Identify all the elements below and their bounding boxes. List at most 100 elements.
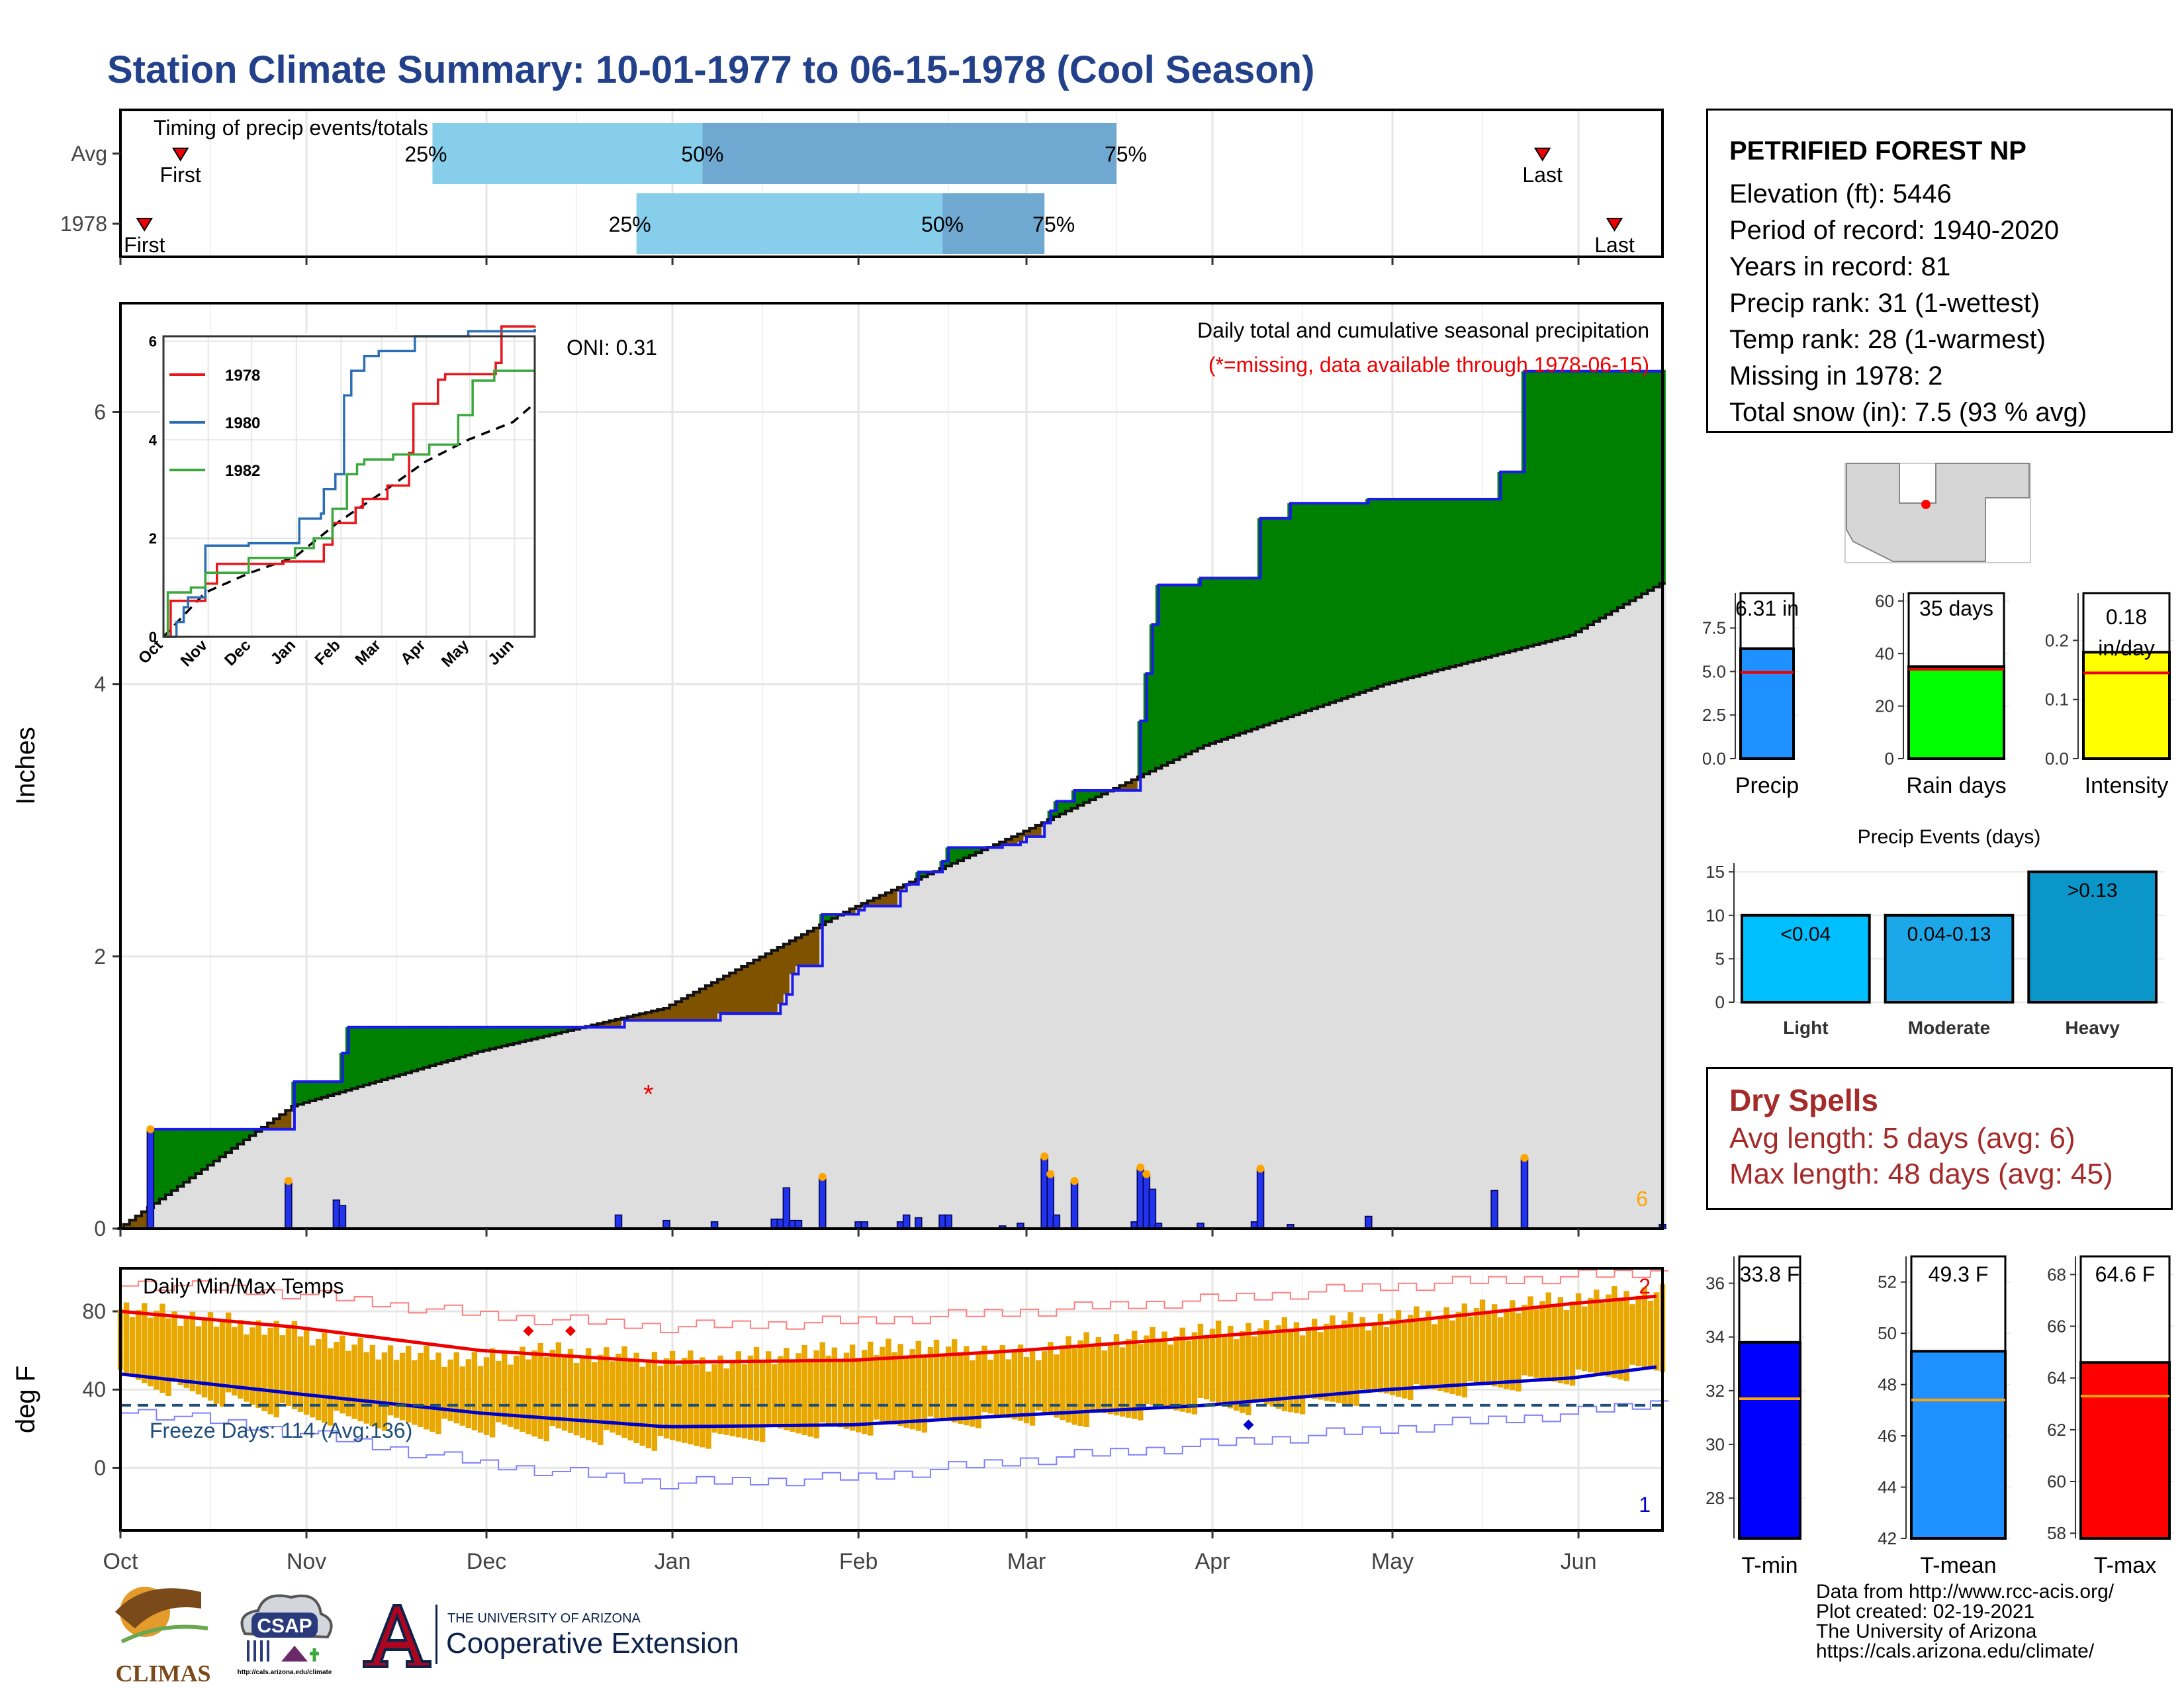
above-average-area bbox=[1089, 790, 1096, 800]
daily-temp-bar bbox=[1359, 1317, 1365, 1389]
inset-x-tick-label: Dec bbox=[221, 636, 254, 669]
daily-temp-bar bbox=[328, 1348, 334, 1426]
daily-temp-bar bbox=[1479, 1299, 1486, 1384]
avg-cumulative-area bbox=[843, 914, 850, 1229]
daily-temp-bar bbox=[669, 1350, 676, 1440]
daily-precip-bar bbox=[1052, 1214, 1061, 1229]
inset-series-line bbox=[163, 369, 535, 638]
temp-total-category-label: T-min bbox=[1742, 1553, 1798, 1578]
precip-frame bbox=[119, 302, 1664, 1230]
daily-temp-bar bbox=[1371, 1322, 1378, 1392]
daily-temp-bar bbox=[435, 1352, 441, 1434]
precip-total-value-unit: in/day bbox=[2098, 636, 2154, 660]
avg-cumulative-area bbox=[1215, 741, 1222, 1229]
avg-cumulative-area bbox=[933, 872, 940, 1229]
x-month-label: Jan bbox=[655, 1549, 691, 1574]
above-average-area bbox=[1455, 499, 1462, 665]
events-bar-label: <0.04 bbox=[1780, 923, 1831, 945]
temp-panel: 0 40 80 Daily Min/Max Temps Freeze Days: 114… bbox=[11, 1267, 1669, 1574]
avg-cumulative-area bbox=[609, 1027, 616, 1229]
inset-y-tick-label: 2 bbox=[149, 530, 157, 547]
daily-temp-bar bbox=[334, 1342, 340, 1411]
above-average-area bbox=[1251, 578, 1258, 729]
avg-cumulative-area bbox=[291, 1105, 298, 1229]
page-title: Station Climate Summary: 10-01-1977 to 0… bbox=[107, 48, 1315, 91]
daily-temp-bar bbox=[1641, 1287, 1648, 1368]
above-average-area bbox=[351, 1027, 358, 1089]
last-event-label: Last bbox=[1594, 233, 1635, 257]
avg-cumulative-area bbox=[1623, 604, 1630, 1229]
avg-cumulative-area bbox=[747, 1013, 754, 1229]
daily-temp-bar bbox=[1077, 1340, 1083, 1427]
precip-total-category-label: Precip bbox=[1735, 773, 1799, 798]
temp-total-y-tick-label: 58 bbox=[2047, 1523, 2066, 1543]
daily-temp-bar bbox=[543, 1357, 549, 1442]
daily-temp-bar bbox=[1581, 1306, 1588, 1372]
daily-temp-bar bbox=[195, 1326, 202, 1395]
above-average-area bbox=[435, 1027, 442, 1064]
avg-cumulative-area bbox=[1611, 611, 1618, 1229]
precip-total-y-tick-label: 20 bbox=[1875, 696, 1894, 716]
daily-temp-bar bbox=[561, 1356, 568, 1431]
above-average-area bbox=[471, 1027, 478, 1054]
avg-cumulative-area bbox=[1287, 716, 1294, 1229]
avg-cumulative-area bbox=[711, 1020, 718, 1229]
daily-temp-bar bbox=[285, 1328, 292, 1407]
avg-cumulative-area bbox=[723, 1013, 730, 1229]
daily-temp-bar bbox=[796, 1353, 801, 1434]
daily-temp-bar bbox=[1461, 1303, 1468, 1398]
below-average-area bbox=[849, 908, 856, 915]
precip-total-bar bbox=[1739, 647, 1795, 761]
above-average-area bbox=[549, 1027, 556, 1035]
footer-notes: Data from http://www.rcc-acis.org/ Plot … bbox=[1816, 1582, 2114, 1662]
daily-temp-bar bbox=[970, 1360, 976, 1427]
daily-temp-bar bbox=[1437, 1315, 1443, 1391]
daily-temp-bar bbox=[340, 1335, 345, 1414]
above-average-area bbox=[1275, 518, 1282, 722]
daily-temp-bar bbox=[1185, 1340, 1191, 1413]
avg-cumulative-area bbox=[315, 1099, 322, 1229]
daily-temp-bar bbox=[483, 1357, 490, 1435]
avg-cumulative-area bbox=[1425, 673, 1432, 1229]
inset-frame bbox=[162, 335, 536, 638]
avg-cumulative-area bbox=[1335, 700, 1342, 1229]
above-average-area bbox=[951, 847, 958, 864]
below-average-area bbox=[681, 998, 688, 1021]
below-average-area bbox=[897, 887, 904, 892]
above-average-area bbox=[225, 1129, 232, 1153]
daily-temp-bar bbox=[1443, 1307, 1449, 1393]
above-average-area bbox=[1353, 503, 1360, 695]
avg-cumulative-area bbox=[681, 1020, 688, 1229]
above-average-area bbox=[153, 1129, 160, 1203]
daily-temp-bar bbox=[303, 1330, 310, 1415]
avg-cumulative-area bbox=[1101, 794, 1108, 1229]
below-average-area bbox=[741, 966, 748, 1014]
above-average-area bbox=[1545, 371, 1552, 642]
avg-cumulative-area bbox=[981, 850, 988, 1229]
avg-cumulative-area bbox=[675, 1020, 682, 1229]
daily-temp-bar bbox=[1054, 1354, 1060, 1418]
above-average-area bbox=[831, 914, 838, 919]
above-average-area bbox=[1575, 371, 1582, 632]
daily-temp-bar bbox=[753, 1346, 760, 1441]
avg-cumulative-area bbox=[531, 1039, 538, 1229]
avg-cumulative-area bbox=[1113, 790, 1120, 1229]
station-stat: Temp rank: 28 (1-warmest) bbox=[1729, 325, 2046, 354]
above-average-area bbox=[165, 1129, 172, 1195]
daily-temp-bar bbox=[964, 1346, 970, 1426]
avg-cumulative-area bbox=[699, 1020, 706, 1229]
daily-temp-bar bbox=[424, 1345, 430, 1430]
temp-frame bbox=[119, 1267, 1664, 1532]
avg-cumulative-area bbox=[1389, 682, 1396, 1229]
above-average-area bbox=[405, 1027, 412, 1073]
daily-temp-bar bbox=[855, 1358, 862, 1432]
daily-temp-bar bbox=[1107, 1342, 1114, 1415]
above-average-area bbox=[309, 1081, 316, 1102]
temp-y-tick-label: 80 bbox=[82, 1299, 106, 1323]
avg-cumulative-area bbox=[1017, 842, 1024, 1229]
daily-temp-bar bbox=[747, 1355, 754, 1440]
daily-temp-bar bbox=[1215, 1320, 1222, 1404]
station-name: PETRIFIED FOREST NP bbox=[1729, 136, 2026, 165]
avg-cumulative-area bbox=[999, 845, 1006, 1229]
avg-cumulative-area bbox=[477, 1051, 484, 1229]
